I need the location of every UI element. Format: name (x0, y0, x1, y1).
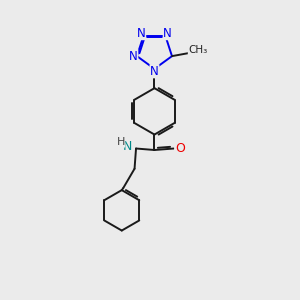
Text: O: O (175, 142, 185, 155)
Text: CH₃: CH₃ (188, 45, 208, 55)
Text: N: N (137, 27, 146, 40)
Text: N: N (163, 27, 172, 40)
Text: N: N (123, 140, 132, 153)
Text: N: N (129, 50, 138, 63)
Text: N: N (150, 65, 159, 78)
Text: H: H (116, 137, 125, 147)
